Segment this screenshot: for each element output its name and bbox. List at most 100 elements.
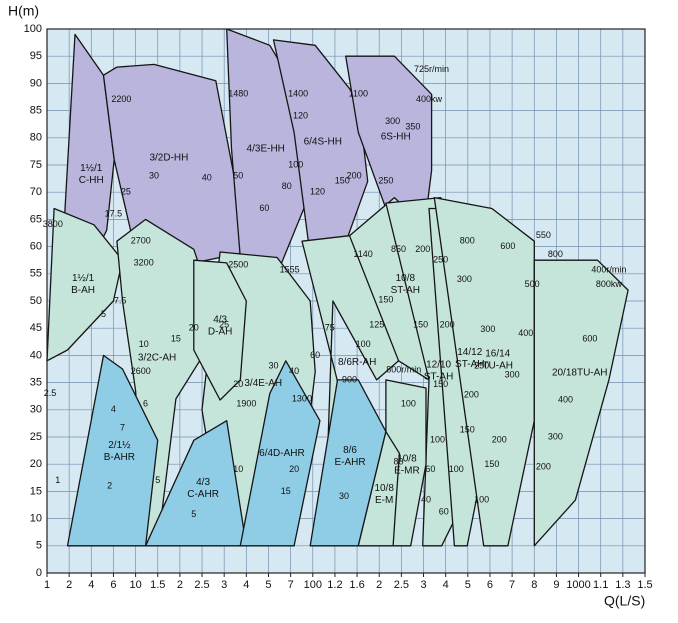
y-tick-label: 80 [30, 132, 42, 144]
curve-label: 17.5 [105, 208, 123, 218]
curve-label: 250 [433, 255, 448, 265]
x-tick-label: 5 [465, 579, 471, 591]
region-label: ST-AH [455, 359, 484, 370]
curve-label: 550 [536, 230, 551, 240]
curve-label: 600 [582, 333, 597, 343]
curve-label: 2.5 [44, 388, 57, 398]
x-tick-label: 6 [110, 579, 116, 591]
x-tick-label: 1.5 [150, 579, 165, 591]
curve-label: 125 [369, 319, 384, 329]
curve-label: 1400 [288, 89, 308, 99]
curve-label: 20 [233, 379, 243, 389]
x-tick-label: 4 [243, 579, 249, 591]
y-tick-label: 15 [30, 485, 42, 497]
curve-label: 725r/min [414, 64, 449, 74]
curve-label: 3200 [134, 257, 154, 267]
curve-label: 1140 [353, 249, 372, 259]
y-tick-label: 75 [30, 159, 42, 171]
curve-label: 300 [480, 324, 495, 334]
y-tick-label: 20 [30, 458, 42, 470]
curve-label: 100 [288, 159, 303, 169]
curve-label: 75 [325, 323, 335, 333]
curve-label: 15 [281, 486, 291, 496]
curve-label: 350 [405, 121, 420, 131]
curve-label: 200 [464, 389, 479, 399]
curve-label: 400r/min [591, 264, 626, 274]
y-tick-label: 55 [30, 268, 42, 280]
curve-label: 150 [484, 459, 499, 469]
x-tick-label: 3 [420, 579, 426, 591]
region-label: 6S-HH [381, 132, 411, 143]
x-tick-label: 2 [177, 579, 183, 591]
curve-label: 900 [342, 374, 357, 384]
curve-label: 25 [219, 319, 229, 329]
y-tick-label: 0 [36, 567, 42, 579]
region-label: E-AHR [334, 457, 365, 468]
region-label: B-AHR [104, 452, 135, 463]
x-tick-label: 5 [265, 579, 271, 591]
curve-label: 850 [391, 244, 406, 254]
pump-region [193, 259, 247, 401]
curve-label: 60 [425, 464, 435, 474]
x-tick-label: 7 [509, 579, 515, 591]
region-label: 3/2C-AH [138, 352, 176, 363]
region-label: 16/14 [485, 349, 510, 360]
curve-label: 7 [120, 423, 125, 433]
y-tick-label: 100 [24, 23, 42, 35]
plot-frame [46, 28, 646, 574]
y-tick-label: 25 [30, 431, 42, 443]
region-label: 10/8 [396, 273, 416, 284]
curve-label: 10 [139, 339, 149, 349]
y-tick-label: 35 [30, 377, 42, 389]
pump-region [357, 430, 401, 547]
curve-label: 2 [107, 480, 112, 490]
curve-label: 2600 [131, 366, 151, 376]
region-label: 20/18TU-AH [552, 367, 608, 378]
curve-label: 5 [191, 509, 196, 519]
curve-label: 400kw [416, 94, 443, 104]
x-tick-label: 1.5 [637, 579, 652, 591]
regions: 1½/1C-HH3/2D-HH4/3E-HH6/4S-HH 6S-HH1½/1B-… [46, 28, 629, 547]
region-label: ST-AH [391, 285, 420, 296]
y-tick-label: 40 [30, 349, 42, 361]
x-tick-label: 2.5 [394, 579, 409, 591]
curve-label: 500 [525, 279, 540, 289]
region-label: 8/6R-AH [338, 357, 376, 368]
y-tick-label: 10 [30, 513, 42, 525]
curve-label: 7.5 [114, 295, 127, 305]
curve-label: 800 [460, 236, 475, 246]
pump-region [272, 39, 369, 253]
curve-label: 100 [474, 494, 489, 504]
x-tick-label: 8 [531, 579, 537, 591]
curve-label: 1555 [280, 264, 300, 274]
y-axis-title: H(m) [8, 3, 39, 19]
pump-region [66, 354, 159, 547]
curve-label: 120 [310, 187, 325, 197]
curve-label: 40 [202, 172, 212, 182]
curve-label: 20 [289, 464, 299, 474]
curve-label: 200 [536, 461, 551, 471]
region-label: 12/10 [426, 360, 451, 371]
region-label: E-M [375, 495, 393, 506]
region-label: 10/8 [397, 453, 417, 464]
x-tick-label: 6 [487, 579, 493, 591]
x-axis-title: Q(L/S) [604, 593, 645, 609]
curve-label: 200 [347, 170, 362, 180]
x-tick-label: 4 [88, 579, 94, 591]
curve-label: 60 [259, 203, 269, 213]
region-label: C-HH [79, 175, 104, 186]
curve-label: 250 [474, 361, 489, 371]
x-tick-label: 2 [66, 579, 72, 591]
curve-label: 10 [233, 464, 243, 474]
curve-label: 300 [548, 431, 563, 441]
x-tick-label: 10 [129, 579, 141, 591]
region-label: 6/4D-AHR [259, 448, 305, 459]
x-tick-label: 100 [304, 579, 322, 591]
pump-region [239, 360, 321, 547]
y-tick-label: 95 [30, 50, 42, 62]
region-label: D-AH [208, 326, 232, 337]
region-label: C-AHR [187, 489, 219, 500]
region-label: 14/12 [457, 347, 482, 358]
